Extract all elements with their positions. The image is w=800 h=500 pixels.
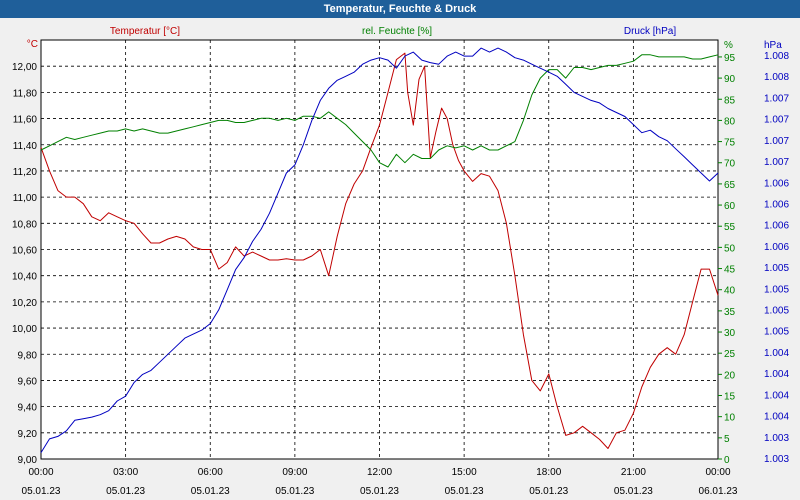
temperature-tick: 11,40: [13, 141, 38, 152]
temperature-unit: °C: [27, 39, 38, 50]
pressure-unit: hPa: [764, 40, 782, 51]
pressure-tick: 1.004: [764, 390, 789, 401]
pressure-tick: 1.008: [764, 72, 789, 83]
x-tick-time: 03:00: [113, 467, 138, 478]
pressure-tick: 1.004: [764, 369, 789, 380]
temperature-tick: 10,20: [12, 298, 37, 309]
series-line-humidity: [40, 54, 719, 168]
x-tick-time: 00:00: [28, 467, 53, 478]
humidity-tick: 40: [724, 286, 736, 297]
temperature-tick: 9,60: [18, 376, 38, 387]
temperature-tick: 9,80: [18, 350, 38, 361]
x-tick-time: 18:00: [536, 467, 561, 478]
humidity-tick: 35: [724, 307, 736, 318]
humidity-unit: %: [724, 40, 733, 51]
x-tick-time: 21:00: [621, 467, 646, 478]
humidity-tick: 95: [724, 53, 736, 64]
x-tick-date: 06.01.23: [699, 486, 738, 497]
series-line-temperature: [40, 52, 719, 449]
temperature-tick: 9,00: [18, 455, 38, 466]
humidity-tick: 5: [724, 434, 730, 445]
series-lines: [40, 47, 719, 453]
pressure-tick: 1.006: [764, 242, 789, 253]
grid: [41, 40, 718, 460]
window-title: Temperatur, Feuchte & Druck: [0, 0, 800, 18]
x-tick-date: 05.01.23: [275, 486, 314, 497]
pressure-tick: 1.007: [764, 93, 789, 104]
humidity-tick: 90: [724, 74, 736, 85]
humidity-tick: 80: [724, 116, 736, 127]
x-tick-time: 06:00: [198, 467, 223, 478]
pressure-tick: 1.006: [764, 221, 789, 232]
x-tick-date: 05.01.23: [445, 486, 484, 497]
pressure-tick: 1.003: [764, 433, 789, 444]
pressure-tick: 1.006: [764, 178, 789, 189]
humidity-tick: 20: [724, 370, 736, 381]
humidity-tick: 70: [724, 159, 736, 170]
humidity-axis-label: rel. Feuchte [%]: [362, 26, 432, 37]
x-tick-time: 15:00: [452, 467, 477, 478]
humidity-tick: 50: [724, 243, 736, 254]
humidity-tick: 75: [724, 138, 736, 149]
pressure-tick: 1.005: [764, 284, 789, 295]
temperature-tick: 11,80: [13, 88, 38, 99]
temperature-tick: 10,60: [12, 246, 37, 257]
pressure-tick: 1.007: [764, 136, 789, 147]
pressure-tick: 1.004: [764, 412, 789, 423]
temperature-tick: 9,40: [18, 403, 38, 414]
pressure-tick: 1.007: [764, 157, 789, 168]
pressure-tick: 1.006: [764, 199, 789, 210]
temperature-tick: 10,00: [12, 324, 37, 335]
axis-ticks: 00:00 05.01.23 03:00 05.01.23 06:00 05.01.23 0…: [12, 26, 789, 497]
temperature-tick: 9,20: [18, 429, 38, 440]
humidity-tick: 45: [724, 265, 736, 276]
humidity-tick: 85: [724, 95, 736, 106]
temperature-tick: 10,80: [12, 219, 37, 230]
humidity-tick: 65: [724, 180, 736, 191]
temperature-axis-label: Temperatur [°C]: [110, 26, 180, 37]
pressure-tick: 1.005: [764, 306, 789, 317]
humidity-tick: 55: [724, 222, 736, 233]
pressure-tick: 1.005: [764, 327, 789, 338]
pressure-tick: 1.003: [764, 454, 789, 465]
pressure-tick: 1.007: [764, 115, 789, 126]
temperature-tick: 10,40: [12, 272, 37, 283]
temperature-tick: 12,00: [12, 62, 37, 73]
x-tick-date: 05.01.23: [360, 486, 399, 497]
temperature-tick: 11,20: [13, 167, 38, 178]
temperature-tick: 11,60: [13, 115, 38, 126]
humidity-tick: 25: [724, 349, 736, 360]
humidity-tick: 0: [724, 455, 730, 466]
pressure-tick: 1.008: [764, 51, 789, 62]
x-tick-date: 05.01.23: [22, 486, 61, 497]
pressure-axis-label: Druck [hPa]: [624, 26, 676, 37]
x-tick-date: 05.01.23: [614, 486, 653, 497]
x-tick-date: 05.01.23: [191, 486, 230, 497]
x-tick-date: 05.01.23: [106, 486, 145, 497]
x-tick-time: 12:00: [367, 467, 392, 478]
x-tick-time: 09:00: [282, 467, 307, 478]
humidity-tick: 60: [724, 201, 736, 212]
humidity-tick: 30: [724, 328, 736, 339]
pressure-tick: 1.005: [764, 263, 789, 274]
pressure-tick: 1.004: [764, 348, 789, 359]
humidity-tick: 15: [724, 392, 736, 403]
temperature-tick: 11,00: [13, 193, 38, 204]
humidity-tick: 10: [724, 413, 736, 424]
x-tick-time: 00:00: [705, 467, 730, 478]
series-line-pressure: [40, 47, 719, 453]
x-tick-date: 05.01.23: [529, 486, 568, 497]
